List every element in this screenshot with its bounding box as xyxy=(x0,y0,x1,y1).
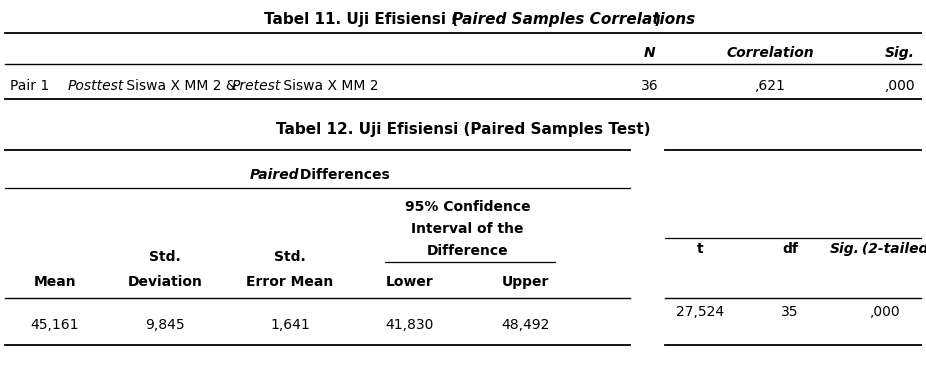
Text: 9,845: 9,845 xyxy=(145,318,185,332)
Text: 41,830: 41,830 xyxy=(386,318,434,332)
Text: Differences: Differences xyxy=(295,168,390,182)
Text: df: df xyxy=(782,242,798,256)
Text: Sig.: Sig. xyxy=(885,46,915,60)
Text: Paired Samples Correlations: Paired Samples Correlations xyxy=(452,12,695,27)
Text: Error Mean: Error Mean xyxy=(246,275,333,289)
Text: 45,161: 45,161 xyxy=(31,318,80,332)
Text: Interval of the: Interval of the xyxy=(411,222,524,236)
Text: Difference: Difference xyxy=(427,244,508,258)
Text: ,000: ,000 xyxy=(884,79,915,93)
Text: Std.: Std. xyxy=(149,250,181,264)
Text: 35: 35 xyxy=(782,305,799,319)
Text: Siswa X MM 2: Siswa X MM 2 xyxy=(279,79,379,93)
Text: ,621: ,621 xyxy=(755,79,785,93)
Text: 95% Confidence: 95% Confidence xyxy=(405,200,531,214)
Text: Paired: Paired xyxy=(250,168,299,182)
Text: (2-tailed): (2-tailed) xyxy=(857,242,926,256)
Text: 36: 36 xyxy=(641,79,658,93)
Text: N: N xyxy=(644,46,656,60)
Text: 1,641: 1,641 xyxy=(270,318,310,332)
Text: Lower: Lower xyxy=(386,275,434,289)
Text: Upper: Upper xyxy=(501,275,549,289)
Text: ): ) xyxy=(655,12,661,27)
Text: Posttest: Posttest xyxy=(68,79,124,93)
Text: Correlation: Correlation xyxy=(726,46,814,60)
Text: 27,524: 27,524 xyxy=(676,305,724,319)
Text: Siswa X MM 2 &: Siswa X MM 2 & xyxy=(122,79,242,93)
Text: Sig.: Sig. xyxy=(830,242,860,256)
Text: Std.: Std. xyxy=(274,250,306,264)
Text: t: t xyxy=(696,242,704,256)
Text: Mean: Mean xyxy=(33,275,76,289)
Text: Pretest: Pretest xyxy=(232,79,281,93)
Text: 48,492: 48,492 xyxy=(501,318,549,332)
Text: Deviation: Deviation xyxy=(128,275,203,289)
Text: ,000: ,000 xyxy=(870,305,900,319)
Text: Pair 1: Pair 1 xyxy=(10,79,49,93)
Text: Tabel 11. Uji Efisiensi (: Tabel 11. Uji Efisiensi ( xyxy=(264,12,458,27)
Text: Tabel 12. Uji Efisiensi (Paired Samples Test): Tabel 12. Uji Efisiensi (Paired Samples … xyxy=(276,122,650,137)
